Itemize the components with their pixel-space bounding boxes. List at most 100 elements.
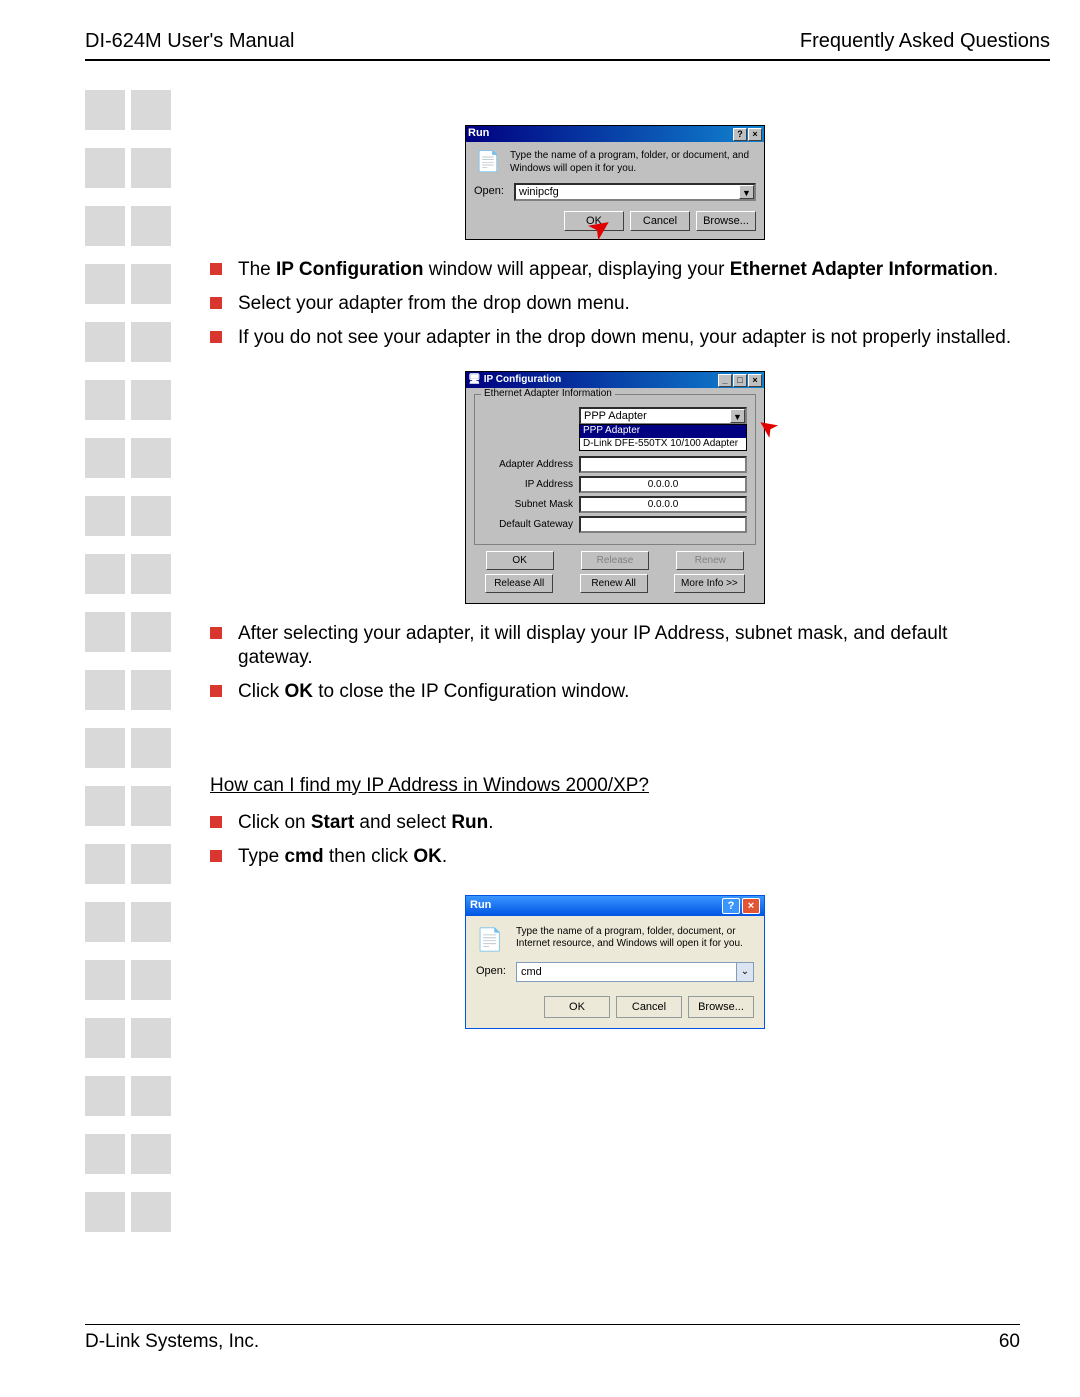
bullet-list-2: After selecting your adapter, it will di…: [210, 622, 1020, 703]
release-all-button[interactable]: Release All: [485, 574, 553, 593]
adapter-address-value: [579, 456, 747, 473]
ok-button[interactable]: OK: [486, 551, 554, 570]
list-item: Click OK to close the IP Configuration w…: [210, 680, 1020, 704]
ipcfg-title: IP Configuration: [484, 374, 562, 387]
run9x-combobox[interactable]: ▼: [514, 183, 756, 201]
adapter-selected[interactable]: [581, 409, 730, 423]
deco-square: [85, 612, 125, 652]
deco-square: [131, 554, 171, 594]
run9x-titlebar: Run ? ×: [466, 126, 764, 142]
list-item: Select your adapter from the drop down m…: [210, 292, 1020, 316]
chevron-down-icon[interactable]: ▼: [730, 409, 745, 423]
ipconfig-dialog: 🖥 IP Configuration _ □ × Ethernet Adapte…: [465, 371, 765, 604]
deco-square: [131, 1018, 171, 1058]
deco-square: [131, 1134, 171, 1174]
dropdown-option[interactable]: D-Link DFE-550TX 10/100 Adapter: [580, 438, 746, 451]
chevron-down-icon[interactable]: ⌄: [736, 963, 753, 981]
list-item: If you do not see your adapter in the dr…: [210, 326, 1020, 350]
ethernet-groupbox: Ethernet Adapter Information ▼ PPP Adapt…: [474, 394, 756, 545]
browse-button[interactable]: Browse...: [696, 211, 756, 231]
run9x-title: Run: [468, 127, 489, 141]
ip-address-value: 0.0.0.0: [579, 476, 747, 493]
ok-button[interactable]: OK: [564, 211, 624, 231]
main-content: Run ? × 📄 Type the name of a program, fo…: [210, 125, 1020, 1029]
run9x-input[interactable]: [516, 185, 739, 199]
chevron-down-icon[interactable]: ▼: [739, 185, 754, 199]
deco-square: [85, 206, 125, 246]
dropdown-option[interactable]: PPP Adapter: [580, 425, 746, 438]
deco-square: [131, 786, 171, 826]
deco-square: [85, 90, 125, 130]
list-item: After selecting your adapter, it will di…: [210, 622, 1020, 670]
page-header: DI-624M User's Manual Frequently Asked Q…: [85, 30, 1050, 57]
list-item: The IP Configuration window will appear,…: [210, 258, 1020, 282]
deco-square: [131, 844, 171, 884]
deco-square: [131, 728, 171, 768]
help-icon[interactable]: ?: [722, 898, 740, 914]
field-label: Adapter Address: [483, 459, 579, 472]
close-icon[interactable]: ×: [748, 128, 762, 141]
bullet-list-1: The IP Configuration window will appear,…: [210, 258, 1020, 349]
help-icon[interactable]: ?: [733, 128, 747, 141]
runxp-title: Run: [470, 899, 491, 913]
footer-page-number: 60: [999, 1331, 1020, 1353]
groupbox-label: Ethernet Adapter Information: [481, 388, 615, 401]
deco-square: [131, 90, 171, 130]
runxp-input[interactable]: [517, 963, 736, 981]
cancel-button[interactable]: Cancel: [616, 996, 682, 1018]
page: DI-624M User's Manual Frequently Asked Q…: [30, 30, 1050, 1367]
deco-square: [85, 1134, 125, 1174]
renew-button[interactable]: Renew: [676, 551, 744, 570]
deco-square: [85, 960, 125, 1000]
runxp-combobox[interactable]: ⌄: [516, 962, 754, 982]
close-icon[interactable]: ×: [742, 898, 760, 914]
ipcfg-titlebar: 🖥 IP Configuration _ □ ×: [466, 372, 764, 388]
deco-square: [85, 902, 125, 942]
list-item: Type cmd then click OK.: [210, 845, 1020, 869]
deco-square: [131, 960, 171, 1000]
page-footer: D-Link Systems, Inc. 60: [85, 1331, 1020, 1353]
release-button[interactable]: Release: [581, 551, 649, 570]
field-label: Subnet Mask: [483, 499, 579, 512]
deco-square: [85, 148, 125, 188]
deco-square: [85, 438, 125, 478]
run-icon: 📄: [476, 926, 508, 952]
deco-square: [131, 1076, 171, 1116]
deco-square: [131, 670, 171, 710]
run-dialog-win9x: Run ? × 📄 Type the name of a program, fo…: [465, 125, 765, 240]
deco-square: [131, 902, 171, 942]
deco-square: [131, 380, 171, 420]
adapter-dropdown[interactable]: ▼: [579, 407, 747, 425]
run-icon: 📄: [474, 150, 502, 174]
footer-left: D-Link Systems, Inc.: [85, 1331, 259, 1353]
adapter-dropdown-list: PPP Adapter D-Link DFE-550TX 10/100 Adap…: [579, 424, 747, 451]
deco-square: [131, 264, 171, 304]
deco-square: [85, 1192, 125, 1232]
open-label: Open:: [476, 965, 510, 979]
deco-square: [85, 322, 125, 362]
header-left: DI-624M User's Manual: [85, 30, 294, 53]
header-right: Frequently Asked Questions: [800, 30, 1050, 53]
maximize-icon[interactable]: □: [733, 374, 747, 387]
list-item: Click on Start and select Run.: [210, 811, 1020, 835]
renew-all-button[interactable]: Renew All: [580, 574, 648, 593]
run-dialog-xp: Run ? × 📄 Type the name of a program, fo…: [465, 895, 765, 1029]
decorative-sidebar: [85, 90, 171, 1232]
footer-rule: [85, 1324, 1020, 1325]
deco-square: [131, 322, 171, 362]
field-label: Default Gateway: [483, 519, 579, 532]
ok-button[interactable]: OK: [544, 996, 610, 1018]
deco-square: [131, 206, 171, 246]
deco-square: [85, 1076, 125, 1116]
close-icon[interactable]: ×: [748, 374, 762, 387]
deco-square: [85, 844, 125, 884]
minimize-icon[interactable]: _: [718, 374, 732, 387]
deco-square: [85, 496, 125, 536]
cancel-button[interactable]: Cancel: [630, 211, 690, 231]
subnet-mask-value: 0.0.0.0: [579, 496, 747, 513]
open-label: Open:: [474, 185, 508, 199]
browse-button[interactable]: Browse...: [688, 996, 754, 1018]
runxp-titlebar: Run ? ×: [466, 896, 764, 916]
deco-square: [85, 264, 125, 304]
more-info-button[interactable]: More Info >>: [674, 574, 745, 593]
